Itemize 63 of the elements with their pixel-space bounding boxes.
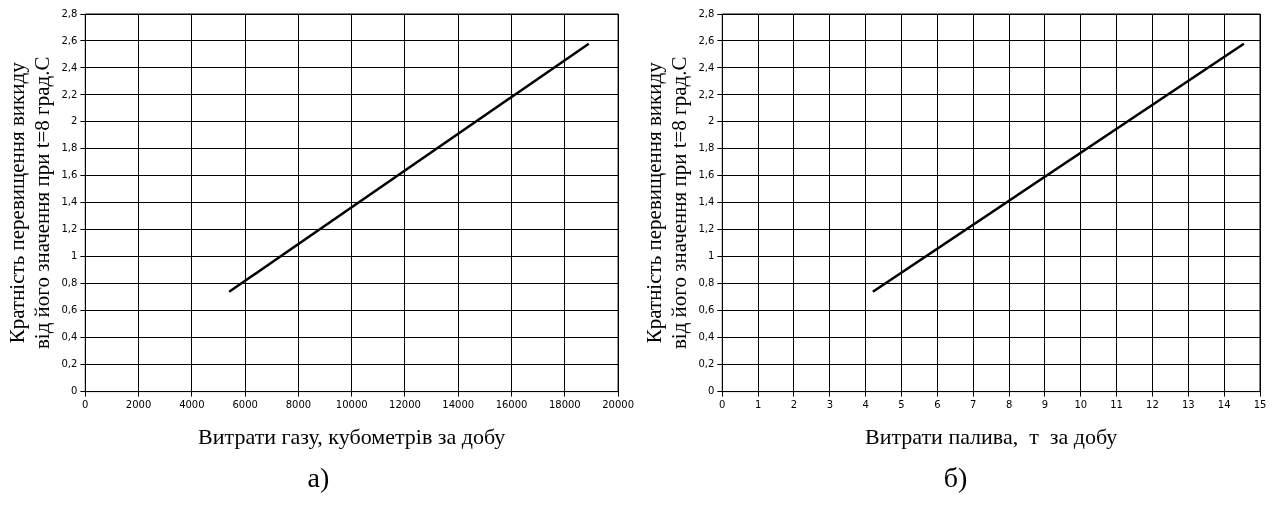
y-tick-label: 1 [70, 250, 78, 262]
y-tick-label: 0,8 [61, 277, 78, 289]
y-tick-label: 0,6 [698, 304, 715, 316]
y-tick-label: 0 [70, 385, 78, 397]
x-tick-label: 0 [82, 399, 89, 411]
y-tick-label: 1 [707, 250, 715, 262]
y-tick-label: 0,4 [61, 331, 78, 343]
y-tick-label: 1,2 [61, 223, 78, 235]
y-tick-label: 2,6 [698, 34, 715, 46]
x-tick-label: 13 [1181, 399, 1195, 411]
x-tick-label: 10 [1074, 399, 1088, 411]
x-tick-label: 12000 [389, 399, 421, 411]
y-tick-label: 0,4 [698, 331, 715, 343]
y-tick-label: 2,8 [61, 7, 78, 19]
x-tick-label: 14000 [442, 399, 475, 411]
y-tick-label: 2,2 [61, 88, 78, 100]
y-tick-label: 1,2 [698, 223, 715, 235]
y-tick-label: 2 [707, 115, 715, 127]
y-tick-label: 2,8 [698, 7, 715, 19]
x-tick-label: 11 [1110, 399, 1123, 411]
x-tick-label: 3 [826, 399, 834, 411]
y-tick-label: 1,6 [698, 169, 715, 181]
x-axis-title: Витрати газу, кубометрів за добу [198, 423, 506, 449]
x-tick-label: 14 [1217, 399, 1231, 411]
x-tick-label: 6 [934, 399, 941, 411]
x-tick-label: 4000 [179, 399, 205, 411]
x-tick-label: 1 [754, 399, 762, 411]
text: б) [942, 462, 969, 494]
x-tick-label: 20000 [602, 399, 634, 411]
x-tick-label: 16000 [495, 399, 528, 411]
x-tick-label: 7 [970, 399, 977, 411]
y-tick-label: 0,2 [61, 358, 78, 370]
x-tick-label: 0 [719, 399, 726, 411]
x-tick-label: 6000 [232, 399, 258, 411]
y-tick-label: 1,8 [698, 142, 715, 154]
x-tick-label: 18000 [548, 399, 581, 411]
y-tick-label: 1,6 [61, 169, 78, 181]
x-tick-label: 8 [1005, 399, 1013, 411]
x-tick-label: 15 [1253, 399, 1267, 411]
y-tick-label: 0,8 [698, 277, 715, 289]
x-tick-label: 2 [790, 399, 798, 411]
text: а) [306, 462, 331, 494]
y-tick-label: 2,4 [698, 61, 715, 73]
y-axis-title: Кратність перевищення викиду від його значення при t=8 град.С [5, 56, 55, 350]
y-tick-label: 2,2 [698, 88, 715, 100]
y-tick-label: 0,2 [698, 358, 715, 370]
y-tick-label: 0 [707, 385, 715, 397]
x-axis-title: Витрати палива, т за добу [864, 423, 1118, 449]
y-tick-label: 1,4 [61, 196, 78, 208]
x-tick-label: 5 [898, 399, 905, 411]
y-tick-label: 2,4 [61, 61, 78, 73]
y-tick-label: 2 [70, 115, 78, 127]
x-tick-label: 9 [1041, 399, 1049, 411]
y-tick-label: 1,4 [698, 196, 715, 208]
y-tick-label: 1,8 [61, 142, 78, 154]
y-axis-title: Кратність перевищення викиду від його значення при t=8 град.С [642, 56, 692, 350]
y-tick-label: 2,6 [61, 34, 78, 46]
y-tick-label: 0,6 [61, 304, 78, 316]
x-tick-label: 8000 [285, 399, 312, 411]
x-tick-label: 4 [862, 399, 869, 411]
x-tick-label: 2000 [125, 399, 152, 411]
x-tick-label: 10000 [335, 399, 368, 411]
x-tick-label: 12 [1146, 399, 1159, 411]
